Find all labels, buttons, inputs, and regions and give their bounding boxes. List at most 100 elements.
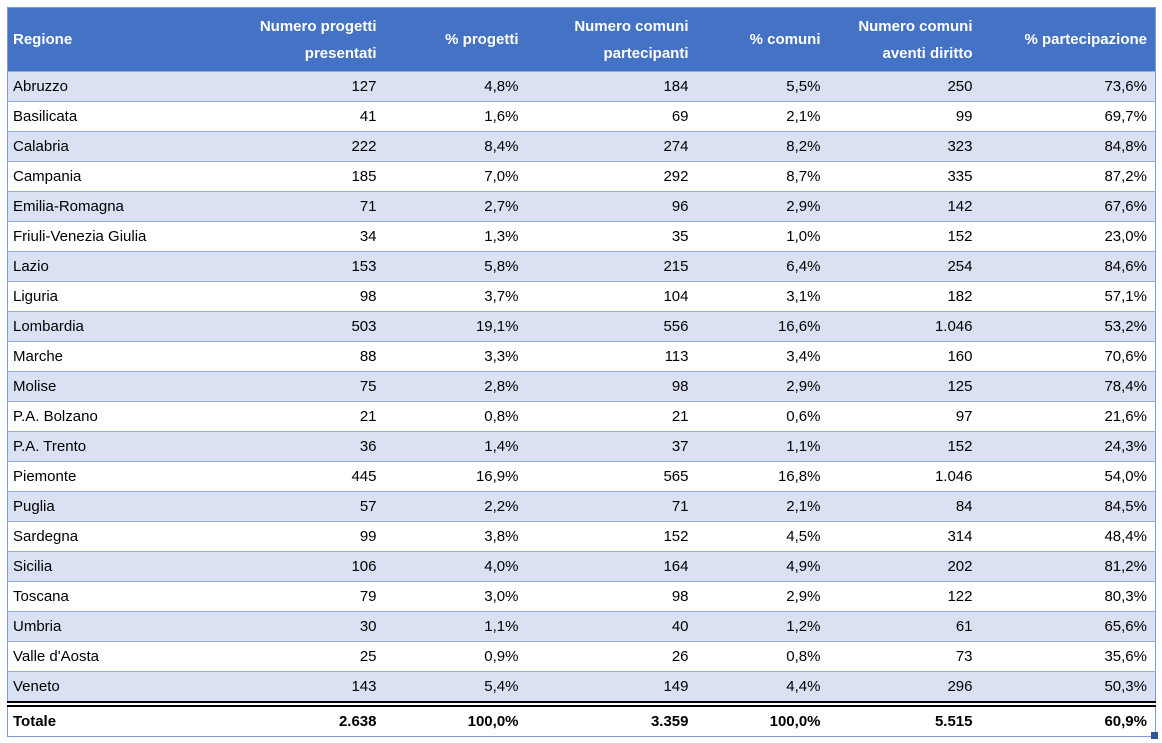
table-cell[interactable]: 88 [222, 341, 385, 372]
table-cell[interactable]: 84,6% [980, 251, 1156, 282]
table-cell[interactable]: 125 [828, 371, 981, 402]
table-cell[interactable]: 152 [828, 431, 981, 462]
table-cell[interactable]: 6,4% [696, 251, 829, 282]
table-cell[interactable]: 75 [222, 371, 385, 402]
region-name-cell[interactable]: Valle d'Aosta [7, 641, 223, 672]
table-cell[interactable]: 335 [828, 161, 981, 192]
region-name-cell[interactable]: Basilicata [7, 101, 223, 132]
table-cell[interactable]: 185 [222, 161, 385, 192]
table-cell[interactable]: 65,6% [980, 611, 1156, 642]
table-cell[interactable]: 2,9% [696, 191, 829, 222]
table-cell[interactable]: 314 [828, 521, 981, 552]
table-cell[interactable]: 34 [222, 221, 385, 252]
table-cell[interactable]: 0,8% [696, 641, 829, 672]
table-cell[interactable]: 2,1% [696, 101, 829, 132]
region-name-cell[interactable]: Toscana [7, 581, 223, 612]
table-cell[interactable]: 81,2% [980, 551, 1156, 582]
table-cell[interactable]: 98 [526, 581, 697, 612]
table-cell[interactable]: 98 [526, 371, 697, 402]
column-header[interactable]: % progetti [384, 7, 527, 72]
table-cell[interactable]: 3,3% [384, 341, 527, 372]
table-cell[interactable]: 69 [526, 101, 697, 132]
table-cell[interactable]: 565 [526, 461, 697, 492]
table-cell[interactable]: 292 [526, 161, 697, 192]
total-value-cell[interactable]: 100,0% [384, 701, 527, 737]
table-cell[interactable]: 2,1% [696, 491, 829, 522]
table-cell[interactable]: 3,8% [384, 521, 527, 552]
total-value-cell[interactable]: 2.638 [222, 701, 385, 737]
table-cell[interactable]: 1,1% [696, 431, 829, 462]
table-cell[interactable]: 4,5% [696, 521, 829, 552]
total-value-cell[interactable]: 100,0% [696, 701, 829, 737]
table-cell[interactable]: 36 [222, 431, 385, 462]
selection-fill-handle[interactable] [1151, 732, 1158, 739]
table-cell[interactable]: 122 [828, 581, 981, 612]
table-cell[interactable]: 215 [526, 251, 697, 282]
column-header[interactable]: Numero comuni aventi diritto [828, 7, 981, 72]
region-name-cell[interactable]: Campania [7, 161, 223, 192]
table-cell[interactable]: 40 [526, 611, 697, 642]
total-value-cell[interactable]: 60,9% [980, 701, 1156, 737]
table-cell[interactable]: 5,5% [696, 71, 829, 102]
table-cell[interactable]: 23,0% [980, 221, 1156, 252]
table-cell[interactable]: 250 [828, 71, 981, 102]
table-cell[interactable]: 2,9% [696, 581, 829, 612]
table-cell[interactable]: 1,1% [384, 611, 527, 642]
table-cell[interactable]: 16,8% [696, 461, 829, 492]
table-cell[interactable]: 8,4% [384, 131, 527, 162]
table-cell[interactable]: 503 [222, 311, 385, 342]
table-cell[interactable]: 16,9% [384, 461, 527, 492]
table-cell[interactable]: 4,9% [696, 551, 829, 582]
table-cell[interactable]: 4,8% [384, 71, 527, 102]
column-header[interactable]: Regione [7, 7, 223, 72]
table-cell[interactable]: 2,8% [384, 371, 527, 402]
table-cell[interactable]: 182 [828, 281, 981, 312]
table-cell[interactable]: 222 [222, 131, 385, 162]
table-cell[interactable]: 2,7% [384, 191, 527, 222]
table-cell[interactable]: 149 [526, 671, 697, 704]
table-cell[interactable]: 73,6% [980, 71, 1156, 102]
table-cell[interactable]: 1.046 [828, 311, 981, 342]
region-name-cell[interactable]: Calabria [7, 131, 223, 162]
table-cell[interactable]: 87,2% [980, 161, 1156, 192]
table-cell[interactable]: 184 [526, 71, 697, 102]
table-cell[interactable]: 2,9% [696, 371, 829, 402]
table-cell[interactable]: 57 [222, 491, 385, 522]
table-cell[interactable]: 127 [222, 71, 385, 102]
table-cell[interactable]: 160 [828, 341, 981, 372]
table-cell[interactable]: 8,7% [696, 161, 829, 192]
total-value-cell[interactable]: 3.359 [526, 701, 697, 737]
table-cell[interactable]: 99 [222, 521, 385, 552]
table-cell[interactable]: 5,8% [384, 251, 527, 282]
region-name-cell[interactable]: Liguria [7, 281, 223, 312]
table-cell[interactable]: 48,4% [980, 521, 1156, 552]
region-name-cell[interactable]: Lombardia [7, 311, 223, 342]
table-cell[interactable]: 35,6% [980, 641, 1156, 672]
region-name-cell[interactable]: Lazio [7, 251, 223, 282]
region-name-cell[interactable]: P.A. Bolzano [7, 401, 223, 432]
table-cell[interactable]: 2,2% [384, 491, 527, 522]
table-cell[interactable]: 8,2% [696, 131, 829, 162]
table-cell[interactable]: 41 [222, 101, 385, 132]
table-cell[interactable]: 21,6% [980, 401, 1156, 432]
total-value-cell[interactable]: 5.515 [828, 701, 981, 737]
table-cell[interactable]: 99 [828, 101, 981, 132]
table-cell[interactable]: 5,4% [384, 671, 527, 704]
table-cell[interactable]: 84,5% [980, 491, 1156, 522]
table-cell[interactable]: 53,2% [980, 311, 1156, 342]
table-cell[interactable]: 61 [828, 611, 981, 642]
region-name-cell[interactable]: Emilia-Romagna [7, 191, 223, 222]
region-name-cell[interactable]: Marche [7, 341, 223, 372]
table-cell[interactable]: 104 [526, 281, 697, 312]
table-cell[interactable]: 7,0% [384, 161, 527, 192]
table-cell[interactable]: 70,6% [980, 341, 1156, 372]
region-name-cell[interactable]: Veneto [7, 671, 223, 704]
column-header[interactable]: % comuni [696, 7, 829, 72]
table-cell[interactable]: 0,9% [384, 641, 527, 672]
region-name-cell[interactable]: Piemonte [7, 461, 223, 492]
table-cell[interactable]: 37 [526, 431, 697, 462]
table-cell[interactable]: 4,0% [384, 551, 527, 582]
table-cell[interactable]: 152 [526, 521, 697, 552]
table-cell[interactable]: 143 [222, 671, 385, 704]
table-cell[interactable]: 1,2% [696, 611, 829, 642]
